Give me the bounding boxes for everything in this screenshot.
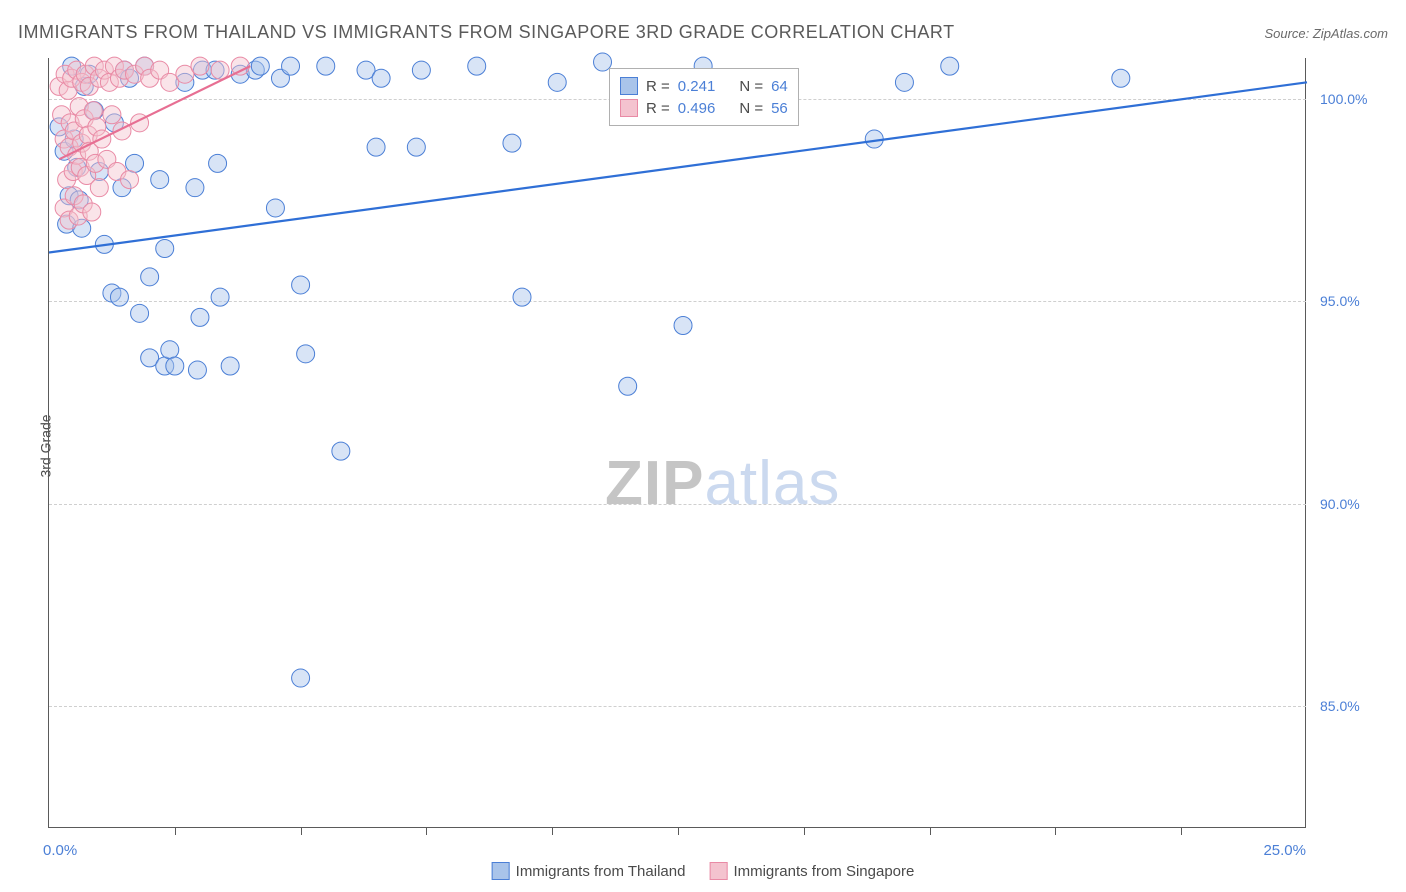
data-point-thailand	[332, 442, 350, 460]
data-point-singapore	[90, 179, 108, 197]
data-point-thailand	[367, 138, 385, 156]
data-point-thailand	[297, 345, 315, 363]
legend-correlation: R = 0.241 N = 64 R = 0.496 N = 56	[609, 68, 799, 126]
x-tick	[804, 827, 805, 835]
data-point-thailand	[513, 288, 531, 306]
legend-r-label: R =	[646, 78, 670, 95]
data-point-thailand	[895, 73, 913, 91]
y-tick-label: 90.0%	[1320, 496, 1380, 512]
scatter-svg	[49, 58, 1306, 827]
legend-series-item: Immigrants from Singapore	[709, 862, 914, 880]
data-point-thailand	[186, 179, 204, 197]
data-point-thailand	[317, 57, 335, 75]
data-point-thailand	[1112, 69, 1130, 87]
legend-n-value: 64	[771, 78, 788, 95]
x-tick	[930, 827, 931, 835]
data-point-singapore	[121, 171, 139, 189]
legend-n-label: N =	[739, 100, 763, 117]
legend-series-label: Immigrants from Thailand	[516, 863, 686, 880]
data-point-thailand	[548, 73, 566, 91]
x-tick	[301, 827, 302, 835]
data-point-singapore	[83, 203, 101, 221]
legend-swatch	[620, 77, 638, 95]
data-point-thailand	[191, 308, 209, 326]
y-tick-label: 100.0%	[1320, 91, 1380, 107]
data-point-thailand	[141, 268, 159, 286]
data-point-thailand	[674, 316, 692, 334]
data-point-thailand	[619, 377, 637, 395]
data-point-thailand	[292, 669, 310, 687]
x-tick-label-min: 0.0%	[43, 842, 77, 859]
legend-swatch	[709, 862, 727, 880]
legend-n-value: 56	[771, 100, 788, 117]
x-tick	[678, 827, 679, 835]
data-point-thailand	[251, 57, 269, 75]
data-point-thailand	[166, 357, 184, 375]
legend-r-value: 0.241	[678, 78, 716, 95]
legend-swatch	[492, 862, 510, 880]
chart-title: IMMIGRANTS FROM THAILAND VS IMMIGRANTS F…	[18, 22, 955, 43]
legend-r-value: 0.496	[678, 100, 716, 117]
data-point-thailand	[266, 199, 284, 217]
y-tick-label: 95.0%	[1320, 293, 1380, 309]
legend-series-label: Immigrants from Singapore	[733, 863, 914, 880]
data-point-thailand	[156, 239, 174, 257]
source-attribution: Source: ZipAtlas.com	[1264, 26, 1388, 41]
data-point-thailand	[292, 276, 310, 294]
x-tick-label-max: 25.0%	[1263, 842, 1306, 859]
data-point-thailand	[221, 357, 239, 375]
data-point-thailand	[412, 61, 430, 79]
legend-n-label: N =	[739, 78, 763, 95]
data-point-singapore	[231, 57, 249, 75]
legend-series: Immigrants from Thailand Immigrants from …	[492, 862, 915, 880]
x-tick	[175, 827, 176, 835]
y-tick-label: 85.0%	[1320, 698, 1380, 714]
x-tick	[552, 827, 553, 835]
data-point-thailand	[161, 341, 179, 359]
data-point-thailand	[209, 154, 227, 172]
legend-r-label: R =	[646, 100, 670, 117]
x-tick	[1181, 827, 1182, 835]
x-tick	[426, 827, 427, 835]
x-tick	[1055, 827, 1056, 835]
plot-area: 85.0%90.0%95.0%100.0% 0.0% 25.0% ZIPatla…	[48, 58, 1306, 828]
data-point-thailand	[503, 134, 521, 152]
data-point-singapore	[84, 102, 102, 120]
legend-swatch	[620, 99, 638, 117]
data-point-singapore	[211, 61, 229, 79]
data-point-thailand	[941, 57, 959, 75]
data-point-thailand	[211, 288, 229, 306]
data-point-thailand	[110, 288, 128, 306]
data-point-thailand	[131, 304, 149, 322]
data-point-thailand	[151, 171, 169, 189]
data-point-thailand	[468, 57, 486, 75]
data-point-thailand	[407, 138, 425, 156]
data-point-singapore	[191, 57, 209, 75]
data-point-singapore	[103, 106, 121, 124]
legend-series-item: Immigrants from Thailand	[492, 862, 686, 880]
legend-correlation-row: R = 0.241 N = 64	[620, 75, 788, 97]
legend-correlation-row: R = 0.496 N = 56	[620, 97, 788, 119]
data-point-thailand	[372, 69, 390, 87]
data-point-thailand	[188, 361, 206, 379]
data-point-thailand	[282, 57, 300, 75]
data-point-thailand	[126, 154, 144, 172]
